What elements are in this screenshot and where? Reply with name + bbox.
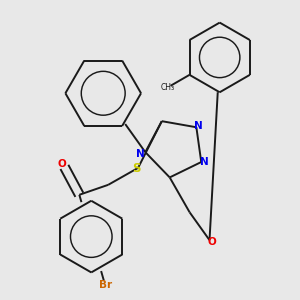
Text: S: S xyxy=(132,162,141,175)
Text: O: O xyxy=(57,159,66,169)
Text: N: N xyxy=(200,157,208,167)
Text: CH₃: CH₃ xyxy=(160,83,175,92)
Text: N: N xyxy=(194,121,203,131)
Text: Br: Br xyxy=(98,280,112,290)
Text: N: N xyxy=(136,149,145,159)
Text: O: O xyxy=(208,237,216,247)
